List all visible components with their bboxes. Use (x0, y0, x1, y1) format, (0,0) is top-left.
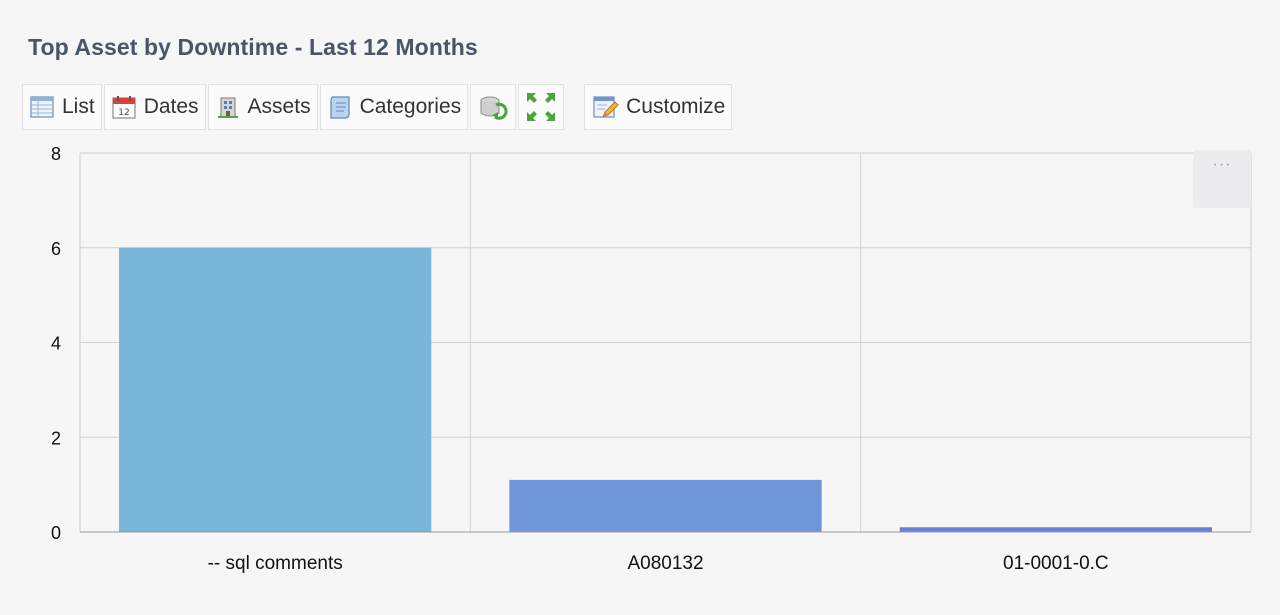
refresh-icon (476, 93, 510, 121)
assets-button[interactable]: Assets (207, 84, 318, 130)
y-tick-label: 2 (51, 428, 61, 448)
scroll-icon (327, 94, 353, 120)
y-tick-label: 6 (51, 239, 61, 259)
bar-chart: 0 2 4 6 8 -- sql comments A080132 01-0001-0.C (51, 144, 1252, 574)
page-title: Top Asset by Downtime - Last 12 Months (28, 34, 478, 60)
x-tick-label: 01-0001-0.C (1003, 553, 1109, 574)
bar (899, 527, 1212, 532)
customize-button[interactable]: Customize (584, 84, 733, 130)
svg-text:12: 12 (118, 108, 129, 118)
categories-button[interactable]: Categories (319, 84, 469, 130)
x-tick-label: A080132 (627, 553, 703, 574)
expand-icon (524, 90, 558, 124)
list-label: List (62, 95, 95, 118)
x-tick-label: -- sql comments (208, 553, 343, 574)
bar (119, 247, 432, 532)
building-icon (215, 94, 241, 120)
more-icon: ··· (1212, 156, 1232, 173)
y-tick-label: 4 (51, 334, 61, 354)
bar (509, 479, 822, 532)
assets-label: Assets (247, 95, 311, 118)
customize-icon (591, 93, 619, 121)
dates-button[interactable]: 12 Dates (103, 84, 206, 130)
calendar-icon: 12 (111, 94, 137, 120)
categories-label: Categories (359, 95, 462, 118)
dates-label: Dates (143, 95, 199, 118)
y-tick-label: 0 (51, 523, 61, 543)
list-button[interactable]: List (22, 84, 102, 130)
toolbar: List 12 Dates Assets (22, 84, 734, 130)
list-icon (29, 94, 55, 120)
chart-menu-button[interactable]: ··· (1193, 150, 1251, 208)
chart: 0 2 4 6 8 -- sql comments A080132 01-0001-0.C (0, 140, 1280, 600)
y-tick-label: 8 (51, 144, 61, 164)
customize-label: Customize (626, 95, 726, 118)
refresh-button[interactable] (470, 84, 517, 130)
expand-button[interactable] (518, 84, 565, 130)
